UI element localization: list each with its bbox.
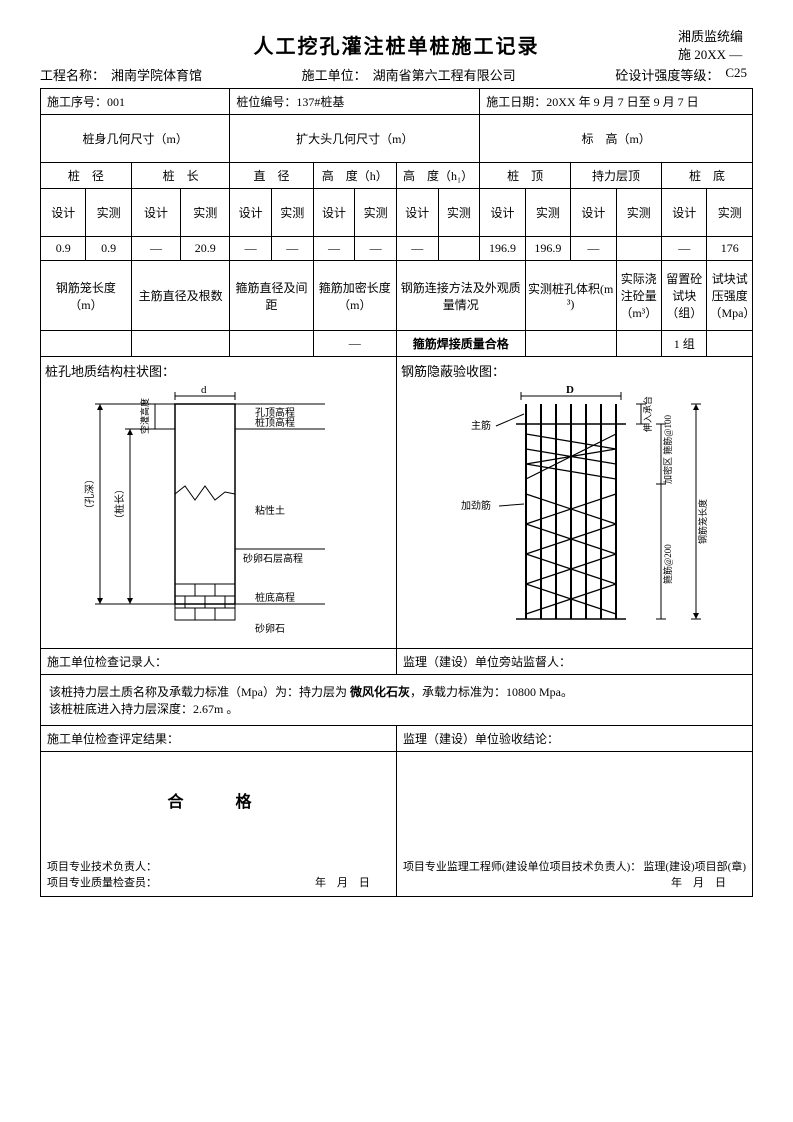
svg-text:加密区 箍筋@100: 加密区 箍筋@100 — [662, 414, 673, 484]
main-table: 施工序号：001 桩位编号：137#桩基 施工日期：20XX 年 9 月 7 日… — [40, 88, 753, 897]
svg-text:主筋: 主筋 — [471, 419, 491, 432]
page-title: 人工挖孔灌注桩单桩施工记录 — [40, 30, 753, 59]
svg-text:D: D — [566, 384, 574, 396]
svg-text:箍筋@200: 箍筋@200 — [662, 544, 673, 584]
svg-text:桩顶高程: 桩顶高程 — [255, 416, 295, 429]
header-code: 湘质监统编 施 20XX — — [678, 28, 743, 64]
geology-diagram: 桩孔地质结构柱状图： d 孔顶高程 桩顶高程 粘性土 砂卵石层高程 — [41, 357, 397, 649]
rebar-diagram: 钢筋隐蔽验收图： D — [396, 357, 752, 649]
info-row: 工程名称：湘南学院体育馆 施工单位：湖南省第六工程有限公司 砼设计强度等级：C2… — [40, 65, 753, 84]
svg-text:粘性土: 粘性土 — [255, 504, 285, 517]
svg-text:d: d — [201, 384, 207, 396]
svg-text:砂卵石: 砂卵石 — [255, 622, 285, 635]
svg-text:（孔深）: （孔深） — [84, 474, 96, 514]
svg-text:钢筋笼长度: 钢筋笼长度 — [697, 499, 708, 544]
svg-text:伸入承台: 伸入承台 — [642, 396, 653, 432]
svg-text:加劲筋: 加劲筋 — [461, 499, 491, 512]
svg-text:（桩长）: （桩长） — [113, 484, 126, 524]
svg-text:砂卵石层高程: 砂卵石层高程 — [243, 552, 303, 565]
svg-text:桩底高程: 桩底高程 — [255, 591, 295, 604]
svg-text:空灌高度: 空灌高度 — [139, 398, 150, 434]
